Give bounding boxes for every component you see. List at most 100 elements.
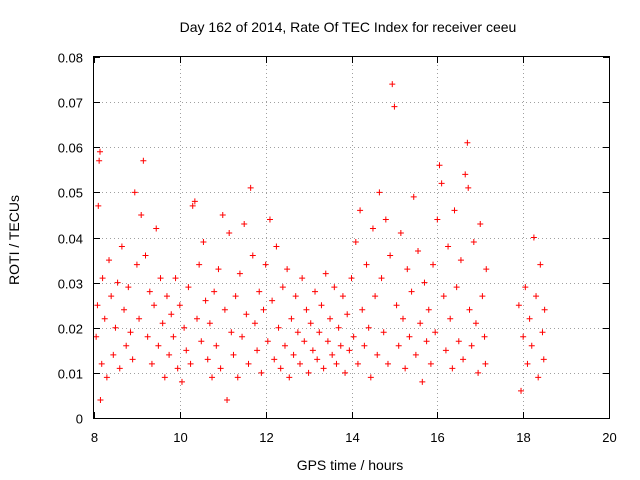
- data-point: [318, 302, 325, 309]
- data-point: [415, 248, 422, 255]
- data-point: [421, 279, 428, 286]
- y-axis-title: ROTI / TECUs: [6, 195, 22, 285]
- data-point: [307, 320, 314, 327]
- data-point: [254, 347, 261, 354]
- data-point: [155, 342, 162, 349]
- data-point: [224, 396, 231, 403]
- x-axis-title: GPS time / hours: [297, 457, 404, 473]
- data-point: [168, 311, 175, 318]
- data-point: [232, 293, 239, 300]
- x-tick-label: 16: [430, 430, 444, 445]
- data-point: [535, 374, 542, 381]
- data-point: [262, 261, 269, 268]
- data-point: [309, 347, 316, 354]
- data-point: [393, 302, 400, 309]
- data-point: [133, 261, 140, 268]
- data-point: [419, 378, 426, 385]
- data-point: [96, 157, 103, 164]
- data-point: [380, 329, 387, 336]
- data-point: [361, 342, 368, 349]
- data-point: [408, 288, 415, 295]
- data-point: [369, 225, 376, 232]
- data-point: [384, 360, 391, 367]
- data-point: [482, 360, 489, 367]
- data-point: [226, 229, 233, 236]
- data-point: [204, 356, 211, 363]
- data-point: [404, 266, 411, 273]
- data-point: [157, 275, 164, 282]
- data-point: [97, 396, 104, 403]
- data-point: [372, 293, 379, 300]
- data-point: [271, 356, 278, 363]
- data-point: [249, 252, 256, 259]
- data-point: [533, 293, 540, 300]
- data-point: [301, 338, 308, 345]
- data-point: [125, 284, 132, 291]
- data-point: [320, 365, 327, 372]
- data-point: [172, 275, 179, 282]
- data-point: [279, 284, 286, 291]
- data-point: [324, 338, 331, 345]
- data-point: [470, 239, 477, 246]
- data-point: [539, 329, 546, 336]
- x-tick-label: 18: [516, 430, 530, 445]
- data-point: [346, 347, 353, 354]
- data-point: [406, 333, 413, 340]
- data-point: [243, 311, 250, 318]
- data-point: [410, 193, 417, 200]
- data-point: [99, 275, 106, 282]
- data-point: [363, 261, 370, 268]
- data-point: [148, 360, 155, 367]
- data-point: [191, 198, 198, 205]
- data-point: [196, 261, 203, 268]
- data-point: [129, 356, 136, 363]
- y-tick-label: 0.04: [58, 232, 83, 247]
- data-point: [400, 315, 406, 322]
- data-point: [449, 365, 456, 372]
- data-point: [166, 351, 173, 358]
- data-point: [97, 148, 104, 155]
- data-point: [213, 342, 220, 349]
- data-point: [518, 387, 525, 394]
- data-point: [423, 338, 430, 345]
- y-tick-label: 0.06: [58, 141, 83, 156]
- data-point: [314, 356, 321, 363]
- data-point: [159, 320, 166, 327]
- data-point: [472, 320, 479, 327]
- data-point: [451, 207, 458, 214]
- data-point: [365, 324, 372, 331]
- y-tick-label: 0.01: [58, 367, 83, 382]
- data-point: [520, 333, 527, 340]
- data-point: [185, 284, 192, 291]
- data-point: [359, 306, 366, 313]
- data-point: [245, 360, 252, 367]
- data-point: [528, 342, 535, 349]
- grid: [94, 57, 609, 418]
- data-point: [251, 320, 258, 327]
- data-point: [348, 275, 355, 282]
- data-point: [288, 315, 295, 322]
- data-point: [138, 211, 145, 218]
- data-point: [530, 234, 537, 241]
- data-point: [425, 306, 432, 313]
- data-point: [357, 207, 364, 214]
- data-point: [140, 157, 147, 164]
- data-point: [367, 374, 374, 381]
- data-point: [395, 342, 402, 349]
- data-point: [106, 257, 113, 264]
- data-point: [387, 252, 394, 259]
- data-point: [457, 257, 464, 264]
- data-point: [479, 293, 486, 300]
- data-point: [101, 315, 108, 322]
- data-point: [189, 202, 196, 209]
- data-point: [297, 360, 303, 367]
- data-point: [209, 374, 216, 381]
- data-point: [468, 342, 475, 349]
- y-tick-labels: 0 0.01 0.02 0.03 0.04 0.05 0.06 0.07 0.08: [58, 51, 83, 427]
- data-point: [483, 266, 490, 273]
- data-point: [260, 306, 267, 313]
- data-point: [144, 333, 151, 340]
- data-point: [402, 365, 409, 372]
- data-point: [127, 329, 134, 336]
- data-point: [284, 266, 291, 273]
